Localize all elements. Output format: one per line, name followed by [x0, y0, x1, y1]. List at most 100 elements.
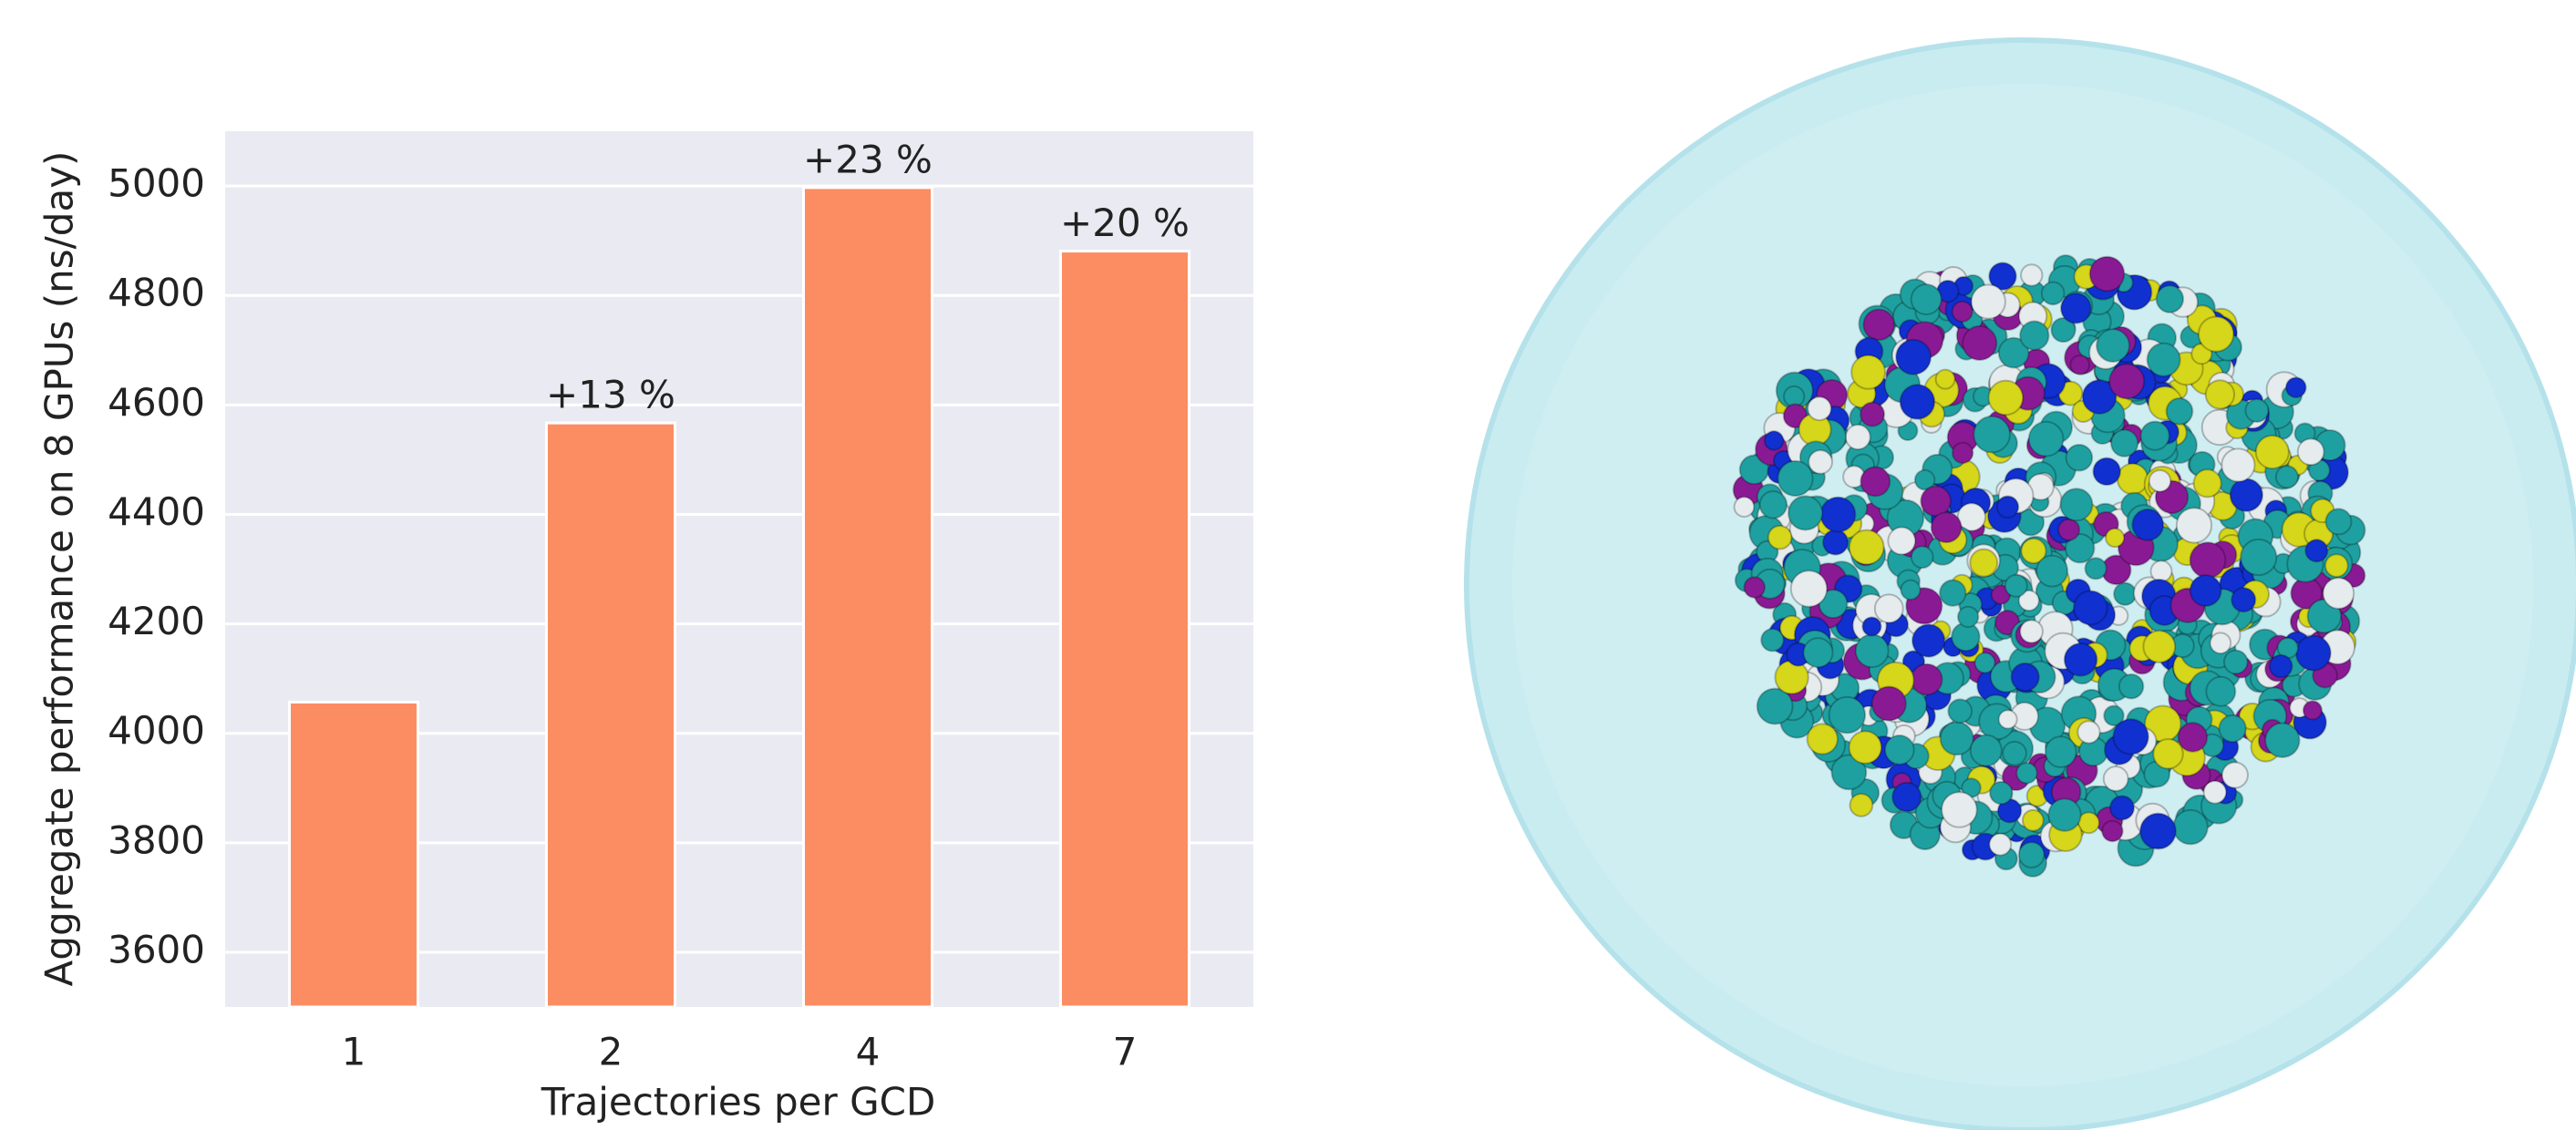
atom: [2276, 466, 2298, 488]
value-label: +20 %: [1060, 200, 1190, 245]
atom: [2221, 448, 2254, 481]
atom: [1760, 491, 1788, 519]
atom: [2058, 519, 2079, 540]
atom: [1775, 661, 1808, 693]
atom: [2119, 674, 2143, 698]
atom: [2042, 282, 2065, 304]
atom: [2016, 763, 2036, 783]
atom: [1808, 450, 1832, 474]
atom: [1829, 697, 1866, 734]
atom: [1823, 529, 1848, 554]
atom: [1997, 496, 2019, 518]
y-tick-label: 5000: [108, 161, 205, 206]
atom: [1953, 443, 1973, 463]
atom: [1896, 340, 1931, 375]
atom: [2231, 479, 2262, 511]
atom: [2114, 583, 2136, 605]
atom: [2077, 721, 2099, 743]
x-tick-label: 7: [1113, 1030, 1138, 1074]
atom: [2048, 798, 2080, 830]
atom: [2070, 355, 2089, 375]
atom: [1989, 381, 2024, 416]
atom: [1791, 570, 1827, 606]
atom: [2090, 257, 2125, 292]
atom: [1850, 530, 1884, 565]
atom: [2199, 316, 2233, 351]
atom: [1973, 416, 2010, 453]
atom: [2111, 430, 2138, 457]
atom: [2153, 739, 2182, 768]
y-tick-label: 4000: [108, 708, 205, 753]
atom: [2325, 508, 2351, 534]
atom: [2141, 422, 2169, 450]
atom: [2104, 766, 2128, 791]
atom: [1808, 397, 1831, 421]
atom: [1953, 302, 1973, 322]
y-tick-label: 4800: [108, 271, 205, 315]
atom: [1768, 526, 1792, 550]
atom: [2060, 488, 2092, 520]
atom: [2074, 591, 2107, 625]
atom: [2003, 742, 2026, 765]
atom: [2265, 724, 2299, 757]
atom: [2012, 663, 2039, 691]
atom: [2220, 715, 2246, 742]
y-tick-label: 4200: [108, 599, 205, 643]
atom: [2020, 321, 2048, 349]
atom: [1941, 722, 1973, 755]
atom: [2036, 556, 2067, 587]
atom: [2102, 821, 2123, 842]
atom: [2061, 293, 2091, 324]
atom: [2206, 380, 2234, 408]
atom: [1860, 403, 1884, 426]
value-label: +13 %: [546, 373, 675, 417]
y-tick-label: 4600: [108, 380, 205, 425]
atom: [2143, 631, 2175, 663]
atom: [2224, 651, 2248, 674]
atom: [2151, 560, 2172, 581]
x-axis-label: Trajectories per GCD: [541, 1080, 936, 1125]
atom: [1989, 834, 2011, 856]
atom: [1970, 550, 1997, 577]
atom: [1875, 594, 1903, 622]
atom: [1860, 467, 1890, 496]
atom: [2286, 377, 2306, 397]
atom: [2093, 458, 2120, 486]
atom: [1901, 385, 1935, 419]
value-label: +23 %: [803, 137, 933, 181]
atom: [1846, 425, 1870, 449]
atom: [2019, 842, 2045, 868]
atom: [2106, 529, 2124, 547]
atom: [1912, 624, 1944, 656]
atom: [2324, 578, 2354, 609]
atom: [2021, 264, 2042, 285]
atom: [1863, 310, 1894, 341]
atom: [1971, 734, 2002, 765]
atom: [2190, 575, 2221, 606]
y-tick-label: 4400: [108, 489, 205, 534]
atom: [2190, 542, 2226, 578]
atom: [2298, 438, 2324, 465]
atom: [1942, 792, 1977, 827]
atom: [2210, 632, 2231, 653]
bar: [804, 188, 933, 1007]
atom: [1948, 699, 1972, 723]
x-tick-label: 2: [599, 1030, 623, 1074]
atom: [1862, 617, 1880, 635]
atom: [1990, 782, 2012, 804]
molecule-image: [1467, 40, 2576, 1130]
atom: [1744, 577, 1765, 598]
atom: [1999, 710, 2017, 728]
atom: [1820, 498, 1855, 532]
atom: [2045, 736, 2076, 767]
atom: [2167, 398, 2193, 425]
atom: [1911, 664, 1942, 695]
atom: [1972, 284, 2005, 318]
atom: [1788, 496, 1822, 529]
atom: [1804, 638, 1833, 667]
atom: [2173, 810, 2208, 845]
atom: [2149, 470, 2170, 491]
atom: [2245, 399, 2268, 422]
atom: [2179, 723, 2208, 752]
atom: [1958, 607, 1978, 627]
